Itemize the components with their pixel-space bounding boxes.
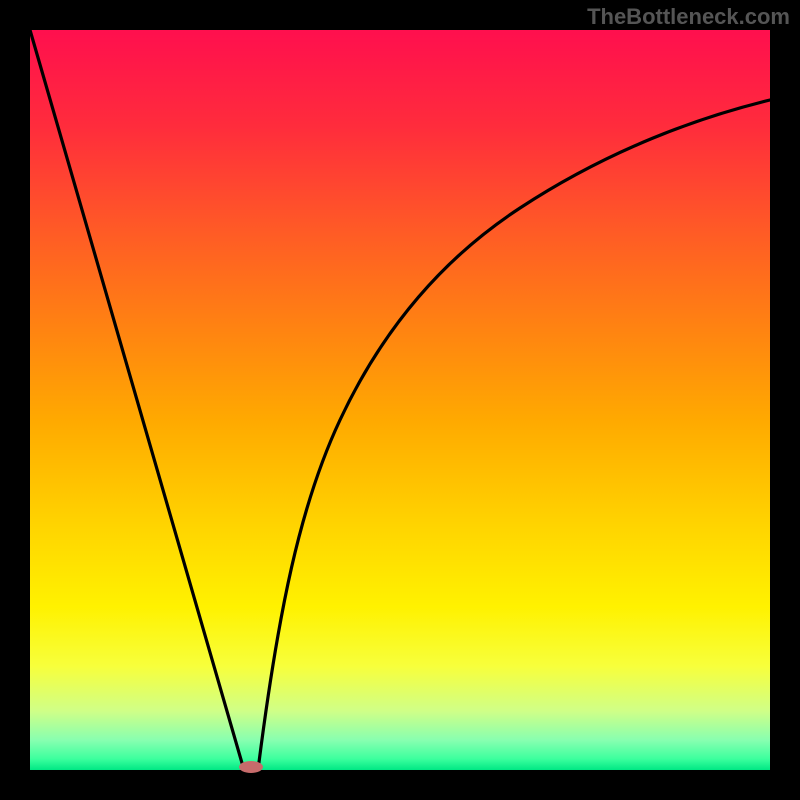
watermark-text: TheBottleneck.com <box>587 4 790 30</box>
chart-container: TheBottleneck.com <box>0 0 800 800</box>
chart-plot-area <box>30 30 770 770</box>
bottleneck-chart <box>0 0 800 800</box>
optimum-marker <box>239 761 263 773</box>
